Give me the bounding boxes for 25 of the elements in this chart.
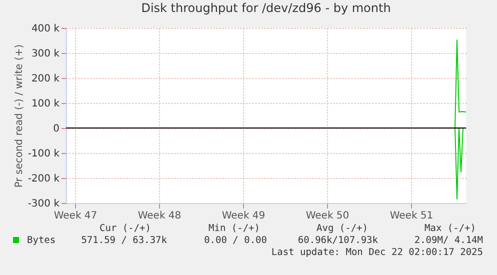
text: 571.59 / 63.37k xyxy=(81,235,168,246)
legend-label: Bytes xyxy=(27,235,56,246)
y-tick-label: 200 k xyxy=(31,74,60,84)
y-tick-label: -200 k xyxy=(28,174,60,184)
y-tick-label: 0 xyxy=(53,124,60,134)
text: Cur (-/+) xyxy=(100,223,151,234)
x-tick-label: Week 48 xyxy=(138,210,182,222)
y-tick-label: 300 k xyxy=(31,48,60,60)
text: Last update: Mon Dec 22 02:00:17 2025 xyxy=(271,247,483,258)
text: Max (-/+) xyxy=(424,223,476,234)
text: Min (-/+) xyxy=(208,223,260,234)
x-tick-label: Week 49 xyxy=(222,210,266,222)
y-axis-title: Pr second read (-) / write (+) xyxy=(14,44,25,188)
text: 60.96k/107.93k xyxy=(298,235,378,246)
y-tick-label: 100 k xyxy=(31,98,60,110)
chart-title: Disk throughput for /dev/zd96 - by month xyxy=(141,1,391,15)
y-tick-label: 400 k xyxy=(31,24,60,34)
x-tick-label: Week 47 xyxy=(54,210,98,222)
x-tick-label: Week 51 xyxy=(390,210,434,222)
text: 2.09M/ 4.14M xyxy=(414,235,484,246)
y-tick-label: -300 k xyxy=(28,198,60,210)
x-tick-label: Week 50 xyxy=(306,210,350,222)
text: 0.00 / 0.00 xyxy=(204,235,268,246)
y-tick-label: -100 k xyxy=(28,148,60,160)
text: Avg (-/+) xyxy=(316,223,368,234)
